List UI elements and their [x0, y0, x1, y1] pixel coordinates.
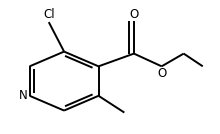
Text: Cl: Cl [43, 8, 55, 21]
Text: O: O [129, 8, 139, 21]
Text: N: N [19, 89, 28, 102]
Text: O: O [157, 67, 166, 80]
